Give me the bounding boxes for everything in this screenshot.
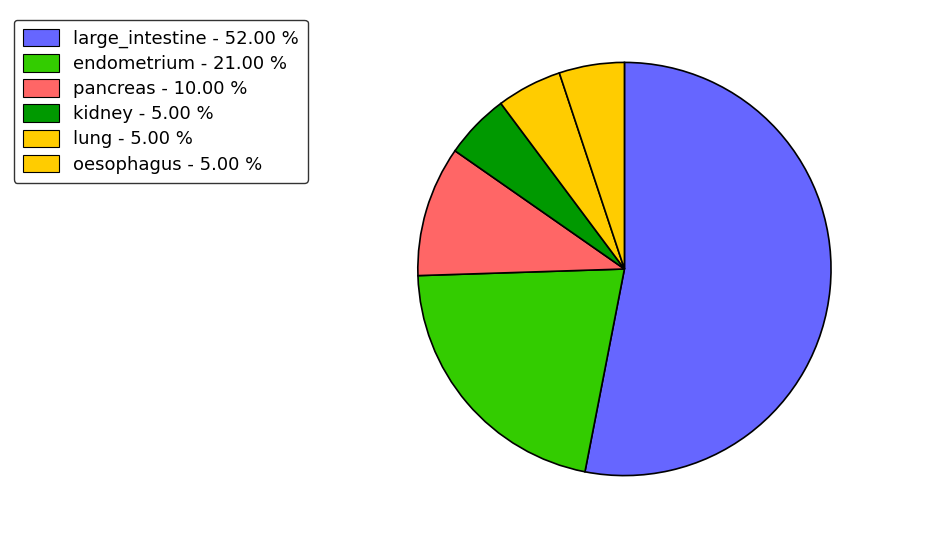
Wedge shape [560,62,624,269]
Wedge shape [455,103,624,269]
Wedge shape [585,62,831,476]
Legend: large_intestine - 52.00 %, endometrium - 21.00 %, pancreas - 10.00 %, kidney - 5: large_intestine - 52.00 %, endometrium -… [14,20,308,182]
Wedge shape [418,269,624,472]
Wedge shape [418,151,624,275]
Wedge shape [500,73,624,269]
